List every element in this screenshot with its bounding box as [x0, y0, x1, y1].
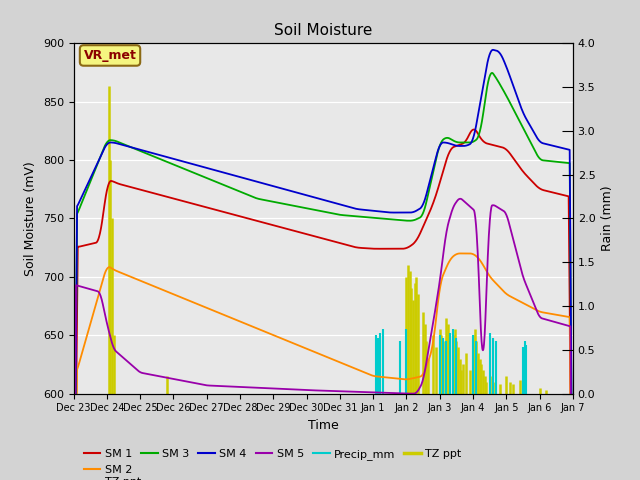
Legend: TZ ppt: TZ ppt [79, 473, 145, 480]
Y-axis label: Soil Moisture (mV): Soil Moisture (mV) [24, 161, 37, 276]
Title: Soil Moisture: Soil Moisture [274, 23, 372, 38]
Text: VR_met: VR_met [84, 49, 136, 62]
X-axis label: Time: Time [308, 419, 339, 432]
Y-axis label: Rain (mm): Rain (mm) [601, 186, 614, 251]
